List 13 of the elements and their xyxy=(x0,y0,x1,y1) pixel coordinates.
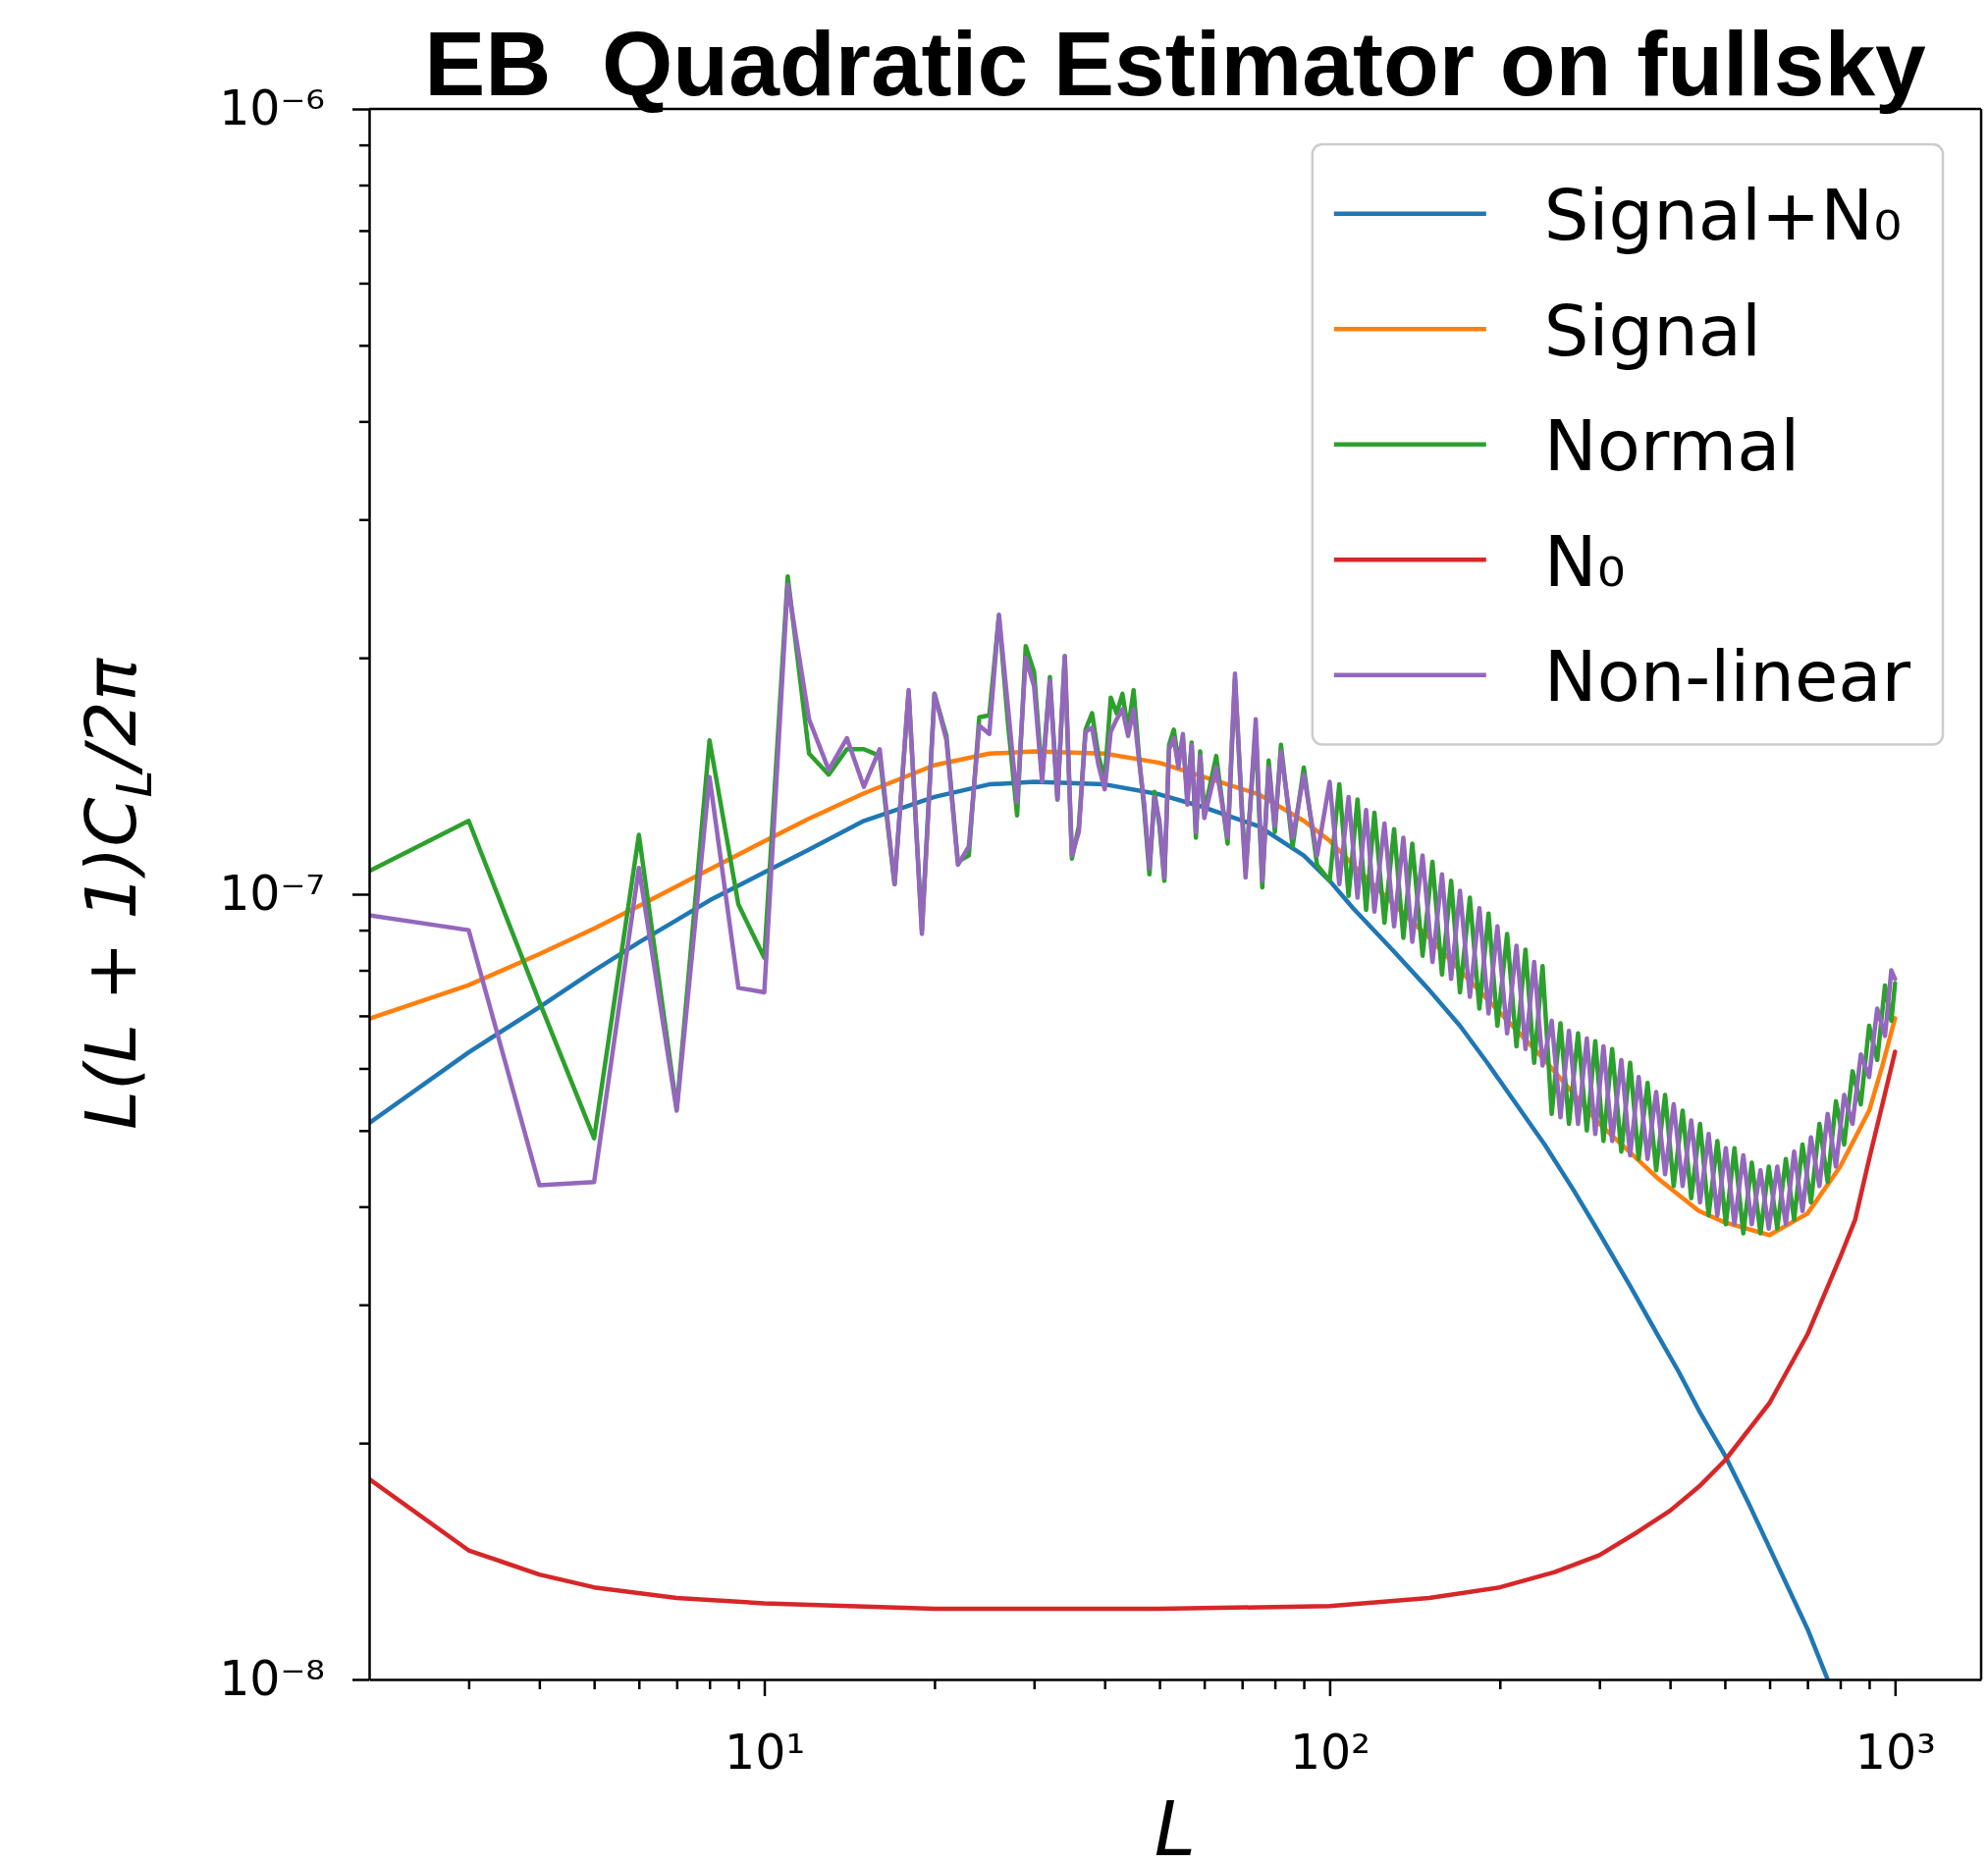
x-tick-label: 10² xyxy=(1289,1724,1370,1781)
y-tick-label: 10⁻⁶ xyxy=(219,80,325,137)
legend-label: Normal xyxy=(1543,404,1800,488)
chart-title: EB Quadratic Estimator on fullsky xyxy=(424,13,1927,115)
legend-label: Signal+N₀ xyxy=(1543,174,1903,257)
x-tick-label: 10¹ xyxy=(725,1724,806,1781)
legend-label: Non-linear xyxy=(1543,635,1911,719)
x-axis-title: L xyxy=(1154,1785,1197,1863)
y-tick-label: 10⁻⁷ xyxy=(219,866,325,923)
x-tick-label: 10³ xyxy=(1854,1724,1936,1781)
y-tick-label: 10⁻⁸ xyxy=(219,1651,325,1708)
legend-label: Signal xyxy=(1543,289,1761,372)
legend-label: N₀ xyxy=(1543,519,1626,603)
